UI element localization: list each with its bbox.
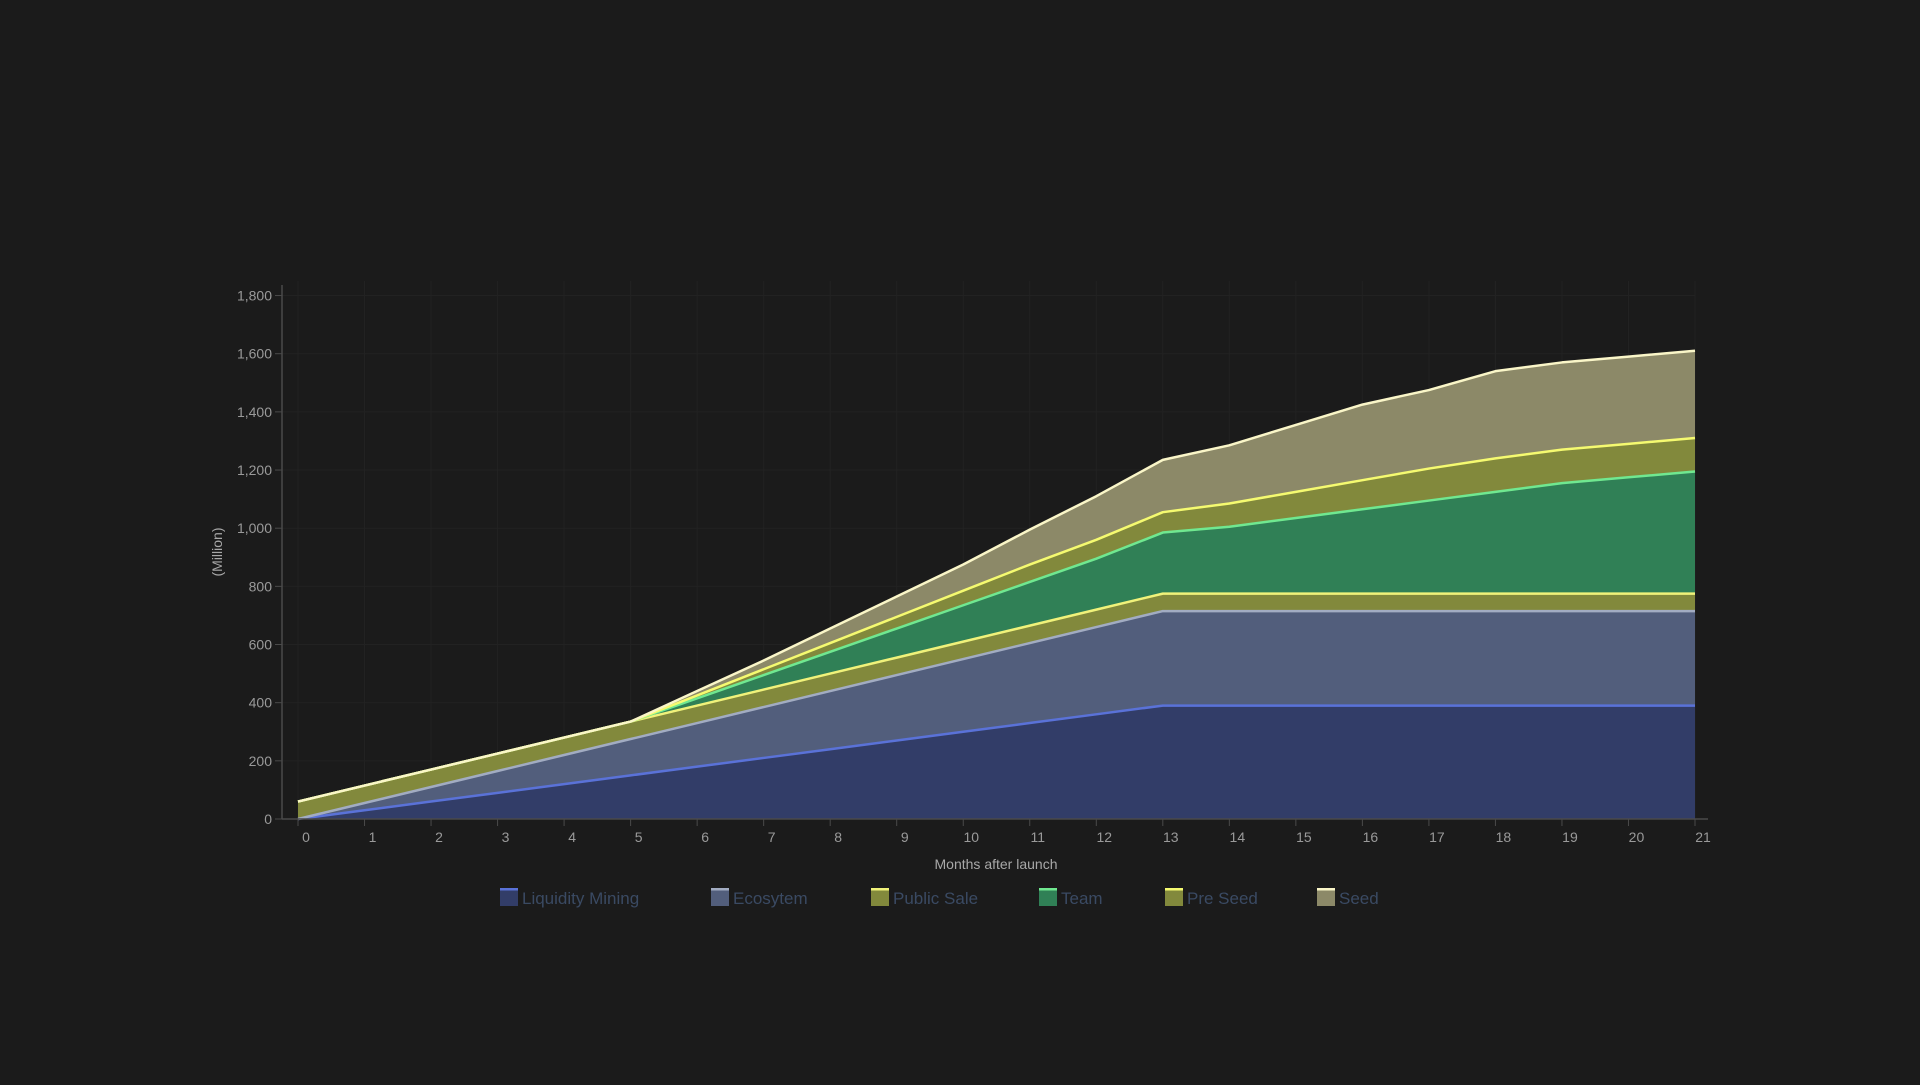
legend-swatch-line [711, 888, 729, 891]
legend-swatch-line [1317, 888, 1335, 891]
x-tick-label: 0 [302, 829, 310, 845]
area-pre-seed [298, 438, 1695, 802]
legend-label: Team [1061, 889, 1103, 908]
line-seed [297, 349, 1696, 803]
y-tick-label: 1,400 [237, 404, 272, 420]
y-tick-label: 1,600 [237, 346, 272, 362]
series-lines [297, 349, 1696, 821]
x-axis-title: Months after launch [935, 856, 1058, 872]
y-tick-label: 1,000 [237, 520, 272, 536]
y-tick-label: 600 [249, 637, 273, 653]
legend-swatch [1039, 888, 1057, 906]
legend-item-liquidity-mining[interactable]: Liquidity Mining [500, 888, 639, 908]
x-tick-label: 12 [1096, 829, 1112, 845]
legend-swatch [1317, 888, 1335, 906]
legend-item-ecosytem[interactable]: Ecosytem [711, 888, 808, 908]
x-tick-label: 10 [963, 829, 979, 845]
legend-label: Liquidity Mining [522, 889, 639, 908]
x-tick-label: 18 [1496, 829, 1512, 845]
legend-swatch [871, 888, 889, 906]
x-tick-label: 15 [1296, 829, 1312, 845]
legend: Liquidity Mining Ecosytem Public Sale Team P… [500, 888, 1379, 908]
x-tick-label: 11 [1030, 829, 1045, 845]
area-seed [298, 350, 1695, 802]
x-tick-label: 17 [1429, 829, 1445, 845]
line-liquidity-mining [297, 704, 1695, 821]
legend-label: Seed [1339, 889, 1379, 908]
area-series [298, 350, 1695, 819]
legend-swatch [1165, 888, 1183, 906]
x-tick-label: 3 [502, 829, 510, 845]
area-public-sale [298, 593, 1695, 819]
legend-swatch-line [500, 888, 518, 891]
legend-swatch-line [1165, 888, 1183, 891]
y-tick-label: 200 [249, 753, 273, 769]
y-tick-label: 1,200 [237, 462, 272, 478]
legend-swatch [500, 888, 518, 906]
x-tick-label: 1 [369, 829, 377, 845]
y-tick-label: 800 [249, 578, 273, 594]
legend-swatch-line [871, 888, 889, 891]
x-tick-label: 19 [1562, 829, 1578, 845]
legend-item-pre-seed[interactable]: Pre Seed [1165, 888, 1258, 908]
x-tick-label: 6 [701, 829, 709, 845]
x-tick-label: 7 [768, 829, 776, 845]
x-tick-label: 21 [1695, 829, 1711, 845]
y-tick-label: 400 [249, 695, 273, 711]
legend-label: Public Sale [893, 889, 978, 908]
y-tick-label: 1,800 [237, 288, 272, 304]
x-tick-label: 4 [568, 829, 576, 845]
x-tick-label: 20 [1629, 829, 1645, 845]
x-tick-label: 14 [1230, 829, 1246, 845]
line-ecosytem [297, 609, 1695, 821]
x-tick-label: 13 [1163, 829, 1179, 845]
x-tick-label: 16 [1363, 829, 1379, 845]
legend-label: Pre Seed [1187, 889, 1258, 908]
area-liquidity-mining [298, 705, 1695, 819]
legend-label: Ecosytem [733, 889, 808, 908]
y-axis-title: (Million) [209, 528, 225, 577]
x-tick-label: 8 [834, 829, 842, 845]
area-team [298, 471, 1695, 802]
legend-item-team[interactable]: Team [1039, 888, 1103, 908]
x-tick-label: 5 [635, 829, 643, 845]
y-tick-label: 0 [264, 811, 272, 827]
legend-swatch [711, 888, 729, 906]
axes: 0 200 400 600 800 1,000 1,200 1,400 1,600 1,800 0 1… [237, 285, 1711, 845]
legend-swatch-line [1039, 888, 1057, 891]
legend-item-public-sale[interactable]: Public Sale [871, 888, 978, 908]
x-tick-label: 9 [901, 829, 909, 845]
x-tick-label: 2 [435, 829, 443, 845]
legend-item-seed[interactable]: Seed [1317, 888, 1379, 908]
area-ecosytem [298, 611, 1695, 819]
